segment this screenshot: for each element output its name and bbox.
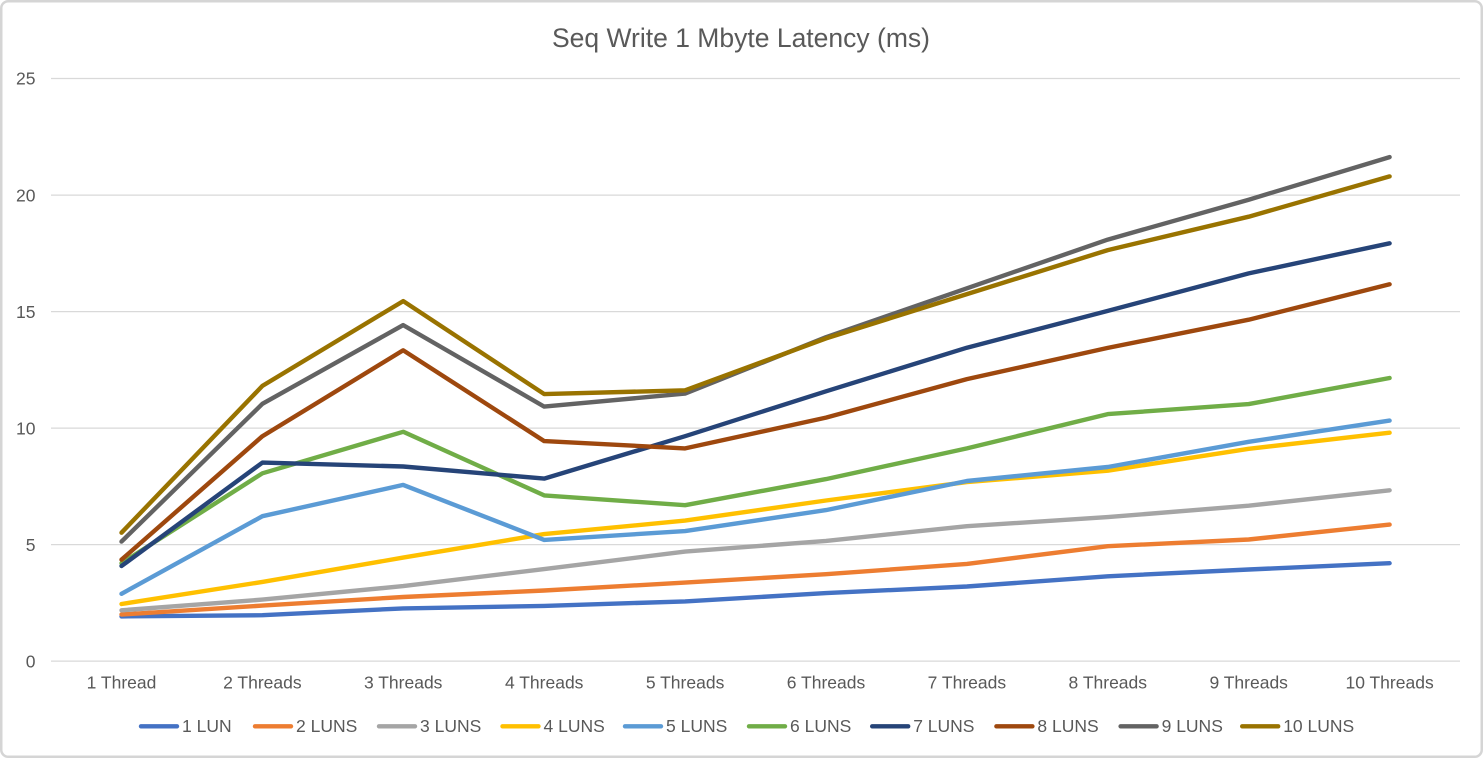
svg-text:6 LUNS: 6 LUNS — [790, 716, 851, 736]
svg-text:15: 15 — [16, 302, 35, 322]
svg-text:8 Threads: 8 Threads — [1069, 673, 1148, 693]
svg-text:3 Threads: 3 Threads — [364, 673, 443, 693]
svg-text:9 Threads: 9 Threads — [1209, 673, 1288, 693]
svg-text:7 LUNS: 7 LUNS — [913, 716, 974, 736]
svg-text:2 Threads: 2 Threads — [223, 673, 302, 693]
svg-text:25: 25 — [16, 69, 35, 89]
svg-text:10: 10 — [16, 418, 36, 438]
svg-text:5 LUNS: 5 LUNS — [666, 716, 727, 736]
svg-text:5: 5 — [26, 535, 36, 555]
svg-text:4 LUNS: 4 LUNS — [544, 716, 605, 736]
svg-text:6 Threads: 6 Threads — [787, 673, 866, 693]
svg-text:4 Threads: 4 Threads — [505, 673, 584, 693]
svg-text:0: 0 — [26, 651, 36, 671]
svg-text:1 LUN: 1 LUN — [182, 716, 232, 736]
svg-text:9 LUNS: 9 LUNS — [1162, 716, 1223, 736]
svg-text:5 Threads: 5 Threads — [646, 673, 725, 693]
svg-text:20: 20 — [16, 185, 36, 205]
svg-text:Seq Write 1 Mbyte Latency (ms): Seq Write 1 Mbyte Latency (ms) — [552, 23, 930, 53]
svg-text:3 LUNS: 3 LUNS — [420, 716, 481, 736]
svg-text:1 Thread: 1 Thread — [87, 673, 157, 693]
svg-text:7 Threads: 7 Threads — [928, 673, 1007, 693]
svg-text:10 LUNS: 10 LUNS — [1283, 716, 1354, 736]
svg-text:8 LUNS: 8 LUNS — [1037, 716, 1098, 736]
svg-text:10 Threads: 10 Threads — [1345, 673, 1433, 693]
svg-text:2 LUNS: 2 LUNS — [296, 716, 357, 736]
